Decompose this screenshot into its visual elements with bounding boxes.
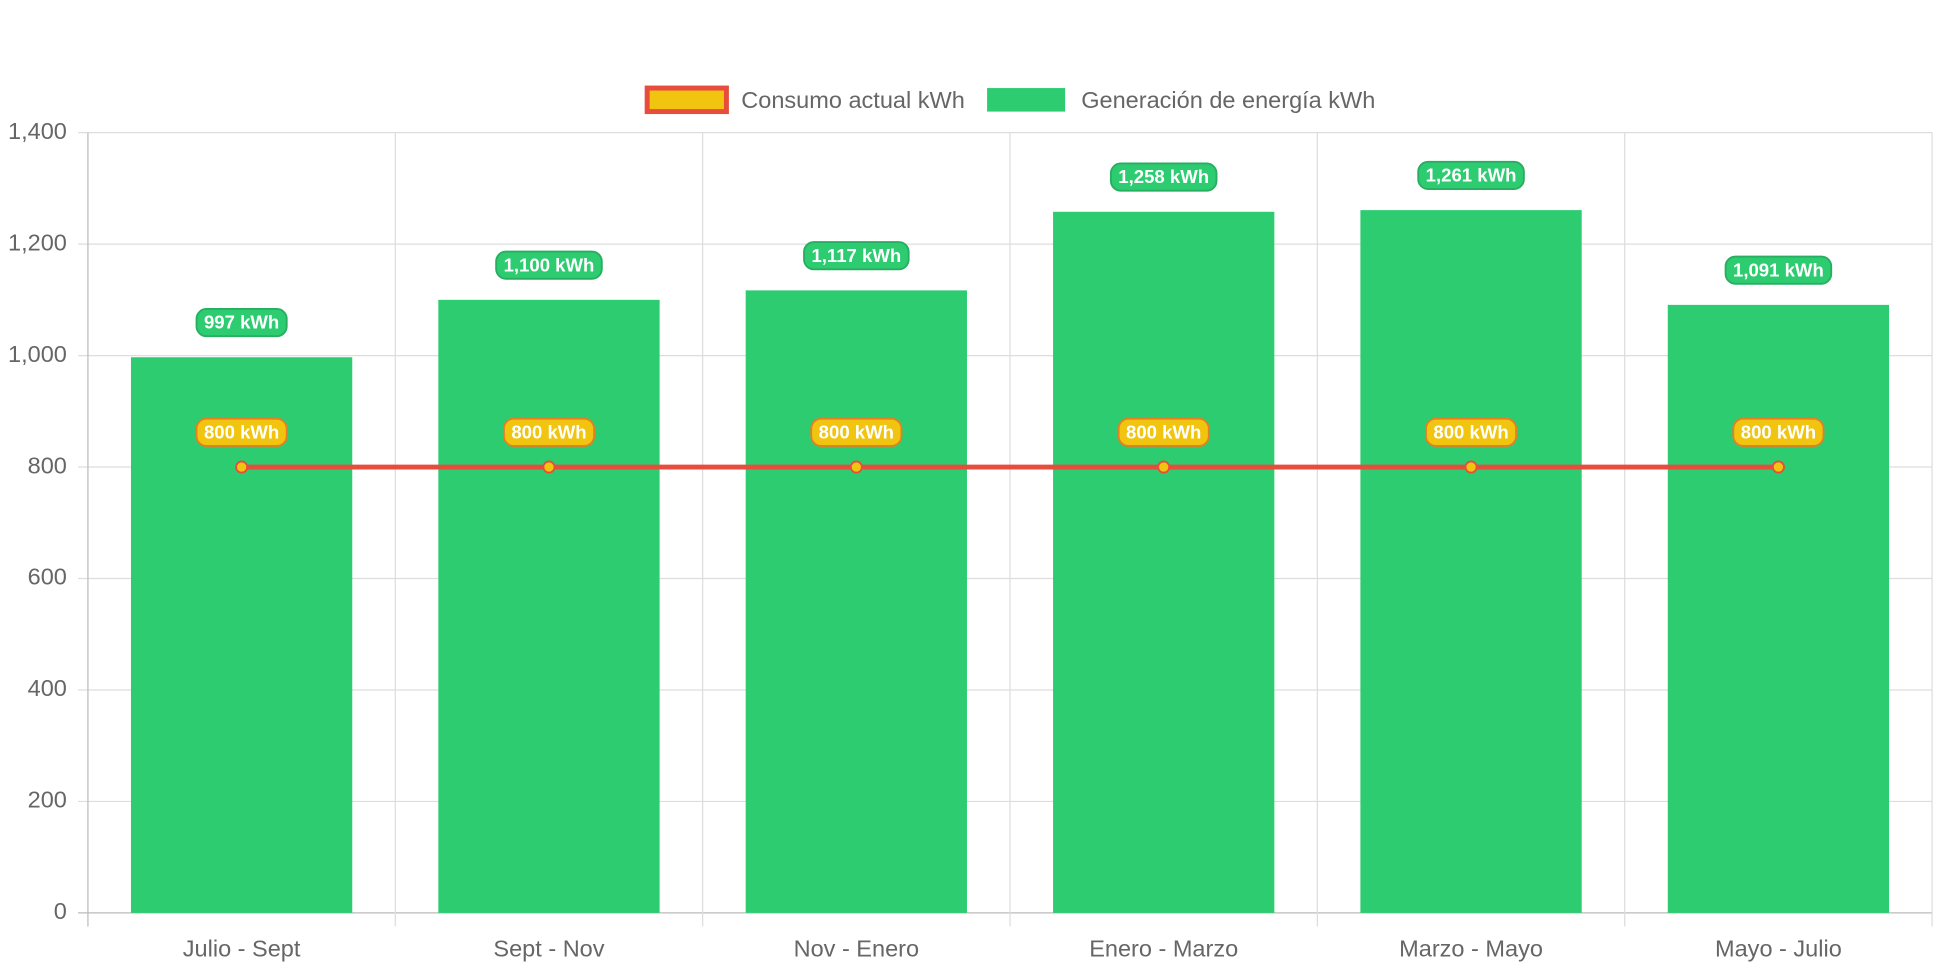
value-label-box — [1732, 417, 1825, 447]
x-tick-label: Enero - Marzo — [1089, 935, 1238, 961]
legend-swatch — [987, 88, 1066, 112]
y-tick-label: 200 — [28, 787, 67, 813]
value-label: 1,261 kWh — [1417, 160, 1525, 190]
value-label-text: 800 kWh — [1741, 422, 1816, 443]
value-label: 1,100 kWh — [495, 250, 603, 280]
bar — [1667, 304, 1890, 913]
y-tick-label: 0 — [54, 898, 67, 924]
legend-label: Generación de energía kWh — [1081, 87, 1375, 113]
value-label-text: 800 kWh — [511, 422, 586, 443]
line-point — [849, 460, 863, 474]
value-label: 800 kWh — [195, 417, 288, 447]
line-point — [1464, 460, 1478, 474]
bar — [438, 299, 660, 913]
line-point — [1157, 460, 1171, 474]
y-tick-label: 600 — [28, 564, 67, 590]
x-tick-label: Sept - Nov — [493, 935, 604, 961]
bar — [1053, 211, 1275, 913]
value-label-text: 1,100 kWh — [504, 254, 595, 275]
value-label-text: 800 kWh — [204, 422, 279, 443]
bar — [1360, 210, 1582, 913]
value-label: 800 kWh — [502, 417, 595, 447]
value-label-box — [1724, 255, 1833, 285]
x-tick-label: Julio - Sept — [183, 935, 301, 961]
value-label-text: 997 kWh — [204, 312, 279, 333]
value-label: 1,091 kWh — [1724, 255, 1833, 285]
value-label-text: 1,091 kWh — [1733, 259, 1824, 280]
value-label: 997 kWh — [195, 308, 288, 338]
value-label-box — [1417, 160, 1525, 190]
value-label-box — [195, 308, 288, 338]
value-label-box — [195, 417, 288, 447]
bar — [130, 357, 353, 913]
value-label-text: 800 kWh — [1126, 422, 1201, 443]
value-label-text: 1,117 kWh — [811, 245, 901, 266]
x-tick-label: Mayo - Julio — [1715, 935, 1842, 961]
y-tick-label: 1,400 — [8, 118, 67, 144]
x-tick-label: Nov - Enero — [794, 935, 919, 961]
bar — [745, 290, 967, 913]
value-label: 800 kWh — [810, 417, 903, 447]
value-label: 1,258 kWh — [1109, 162, 1218, 192]
value-label-text: 800 kWh — [819, 422, 894, 443]
legend-label: Consumo actual kWh — [741, 87, 965, 113]
line-point — [542, 460, 556, 474]
value-label: 800 kWh — [1425, 417, 1518, 447]
value-label-box — [1109, 162, 1218, 192]
value-label-box — [810, 417, 903, 447]
line-point — [1771, 460, 1785, 474]
value-label-text: 800 kWh — [1433, 422, 1508, 443]
y-tick-label: 400 — [28, 675, 67, 701]
value-label-text: 1,258 kWh — [1118, 166, 1209, 187]
value-label-box — [803, 241, 910, 271]
value-label-box — [1425, 417, 1518, 447]
y-tick-label: 1,000 — [8, 341, 67, 367]
value-label: 800 kWh — [1117, 417, 1210, 447]
y-tick-label: 1,200 — [8, 229, 67, 255]
value-label-box — [495, 250, 603, 280]
x-tick-label: Marzo - Mayo — [1399, 935, 1543, 961]
line-point — [235, 460, 249, 474]
legend: Consumo actual kWh Generación de energía … — [644, 85, 1375, 115]
value-label-box — [1117, 417, 1210, 447]
legend-swatch — [644, 85, 729, 115]
value-label: 1,117 kWh — [803, 241, 910, 271]
y-tick-label: 800 — [28, 452, 67, 478]
value-label-text: 1,261 kWh — [1426, 165, 1517, 186]
value-label-box — [502, 417, 595, 447]
value-label: 800 kWh — [1732, 417, 1825, 447]
